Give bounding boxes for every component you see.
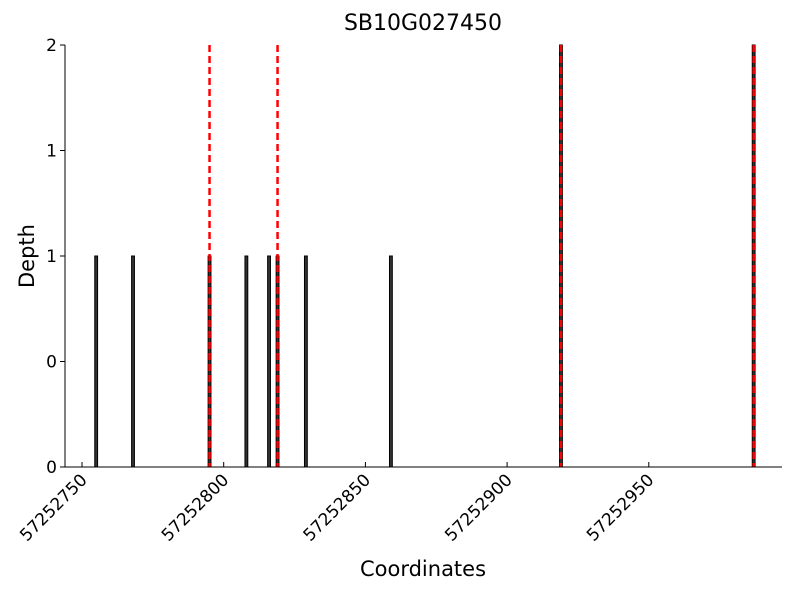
y-tick-label: 2 bbox=[46, 36, 57, 56]
x-tick-label: 57252850 bbox=[300, 470, 375, 545]
x-tick-label: 57252900 bbox=[441, 470, 516, 545]
bar bbox=[267, 255, 271, 468]
x-tick-label: 57252950 bbox=[583, 470, 658, 545]
bar bbox=[244, 255, 249, 468]
x-tick-label: 57252800 bbox=[158, 470, 233, 545]
y-tick-label: 0 bbox=[46, 458, 57, 478]
y-tick-label: 0 bbox=[46, 353, 57, 373]
bar bbox=[94, 255, 99, 468]
y-tick-label: 1 bbox=[46, 142, 57, 162]
bar bbox=[388, 255, 393, 468]
bar bbox=[303, 255, 308, 468]
x-tick-label: 57252750 bbox=[16, 470, 91, 545]
bar bbox=[131, 255, 135, 468]
chart-title: SB10G027450 bbox=[344, 11, 502, 36]
y-axis-label: Depth bbox=[15, 224, 39, 288]
x-axis-label: Coordinates bbox=[360, 557, 486, 581]
y-tick-label: 1 bbox=[46, 247, 57, 267]
